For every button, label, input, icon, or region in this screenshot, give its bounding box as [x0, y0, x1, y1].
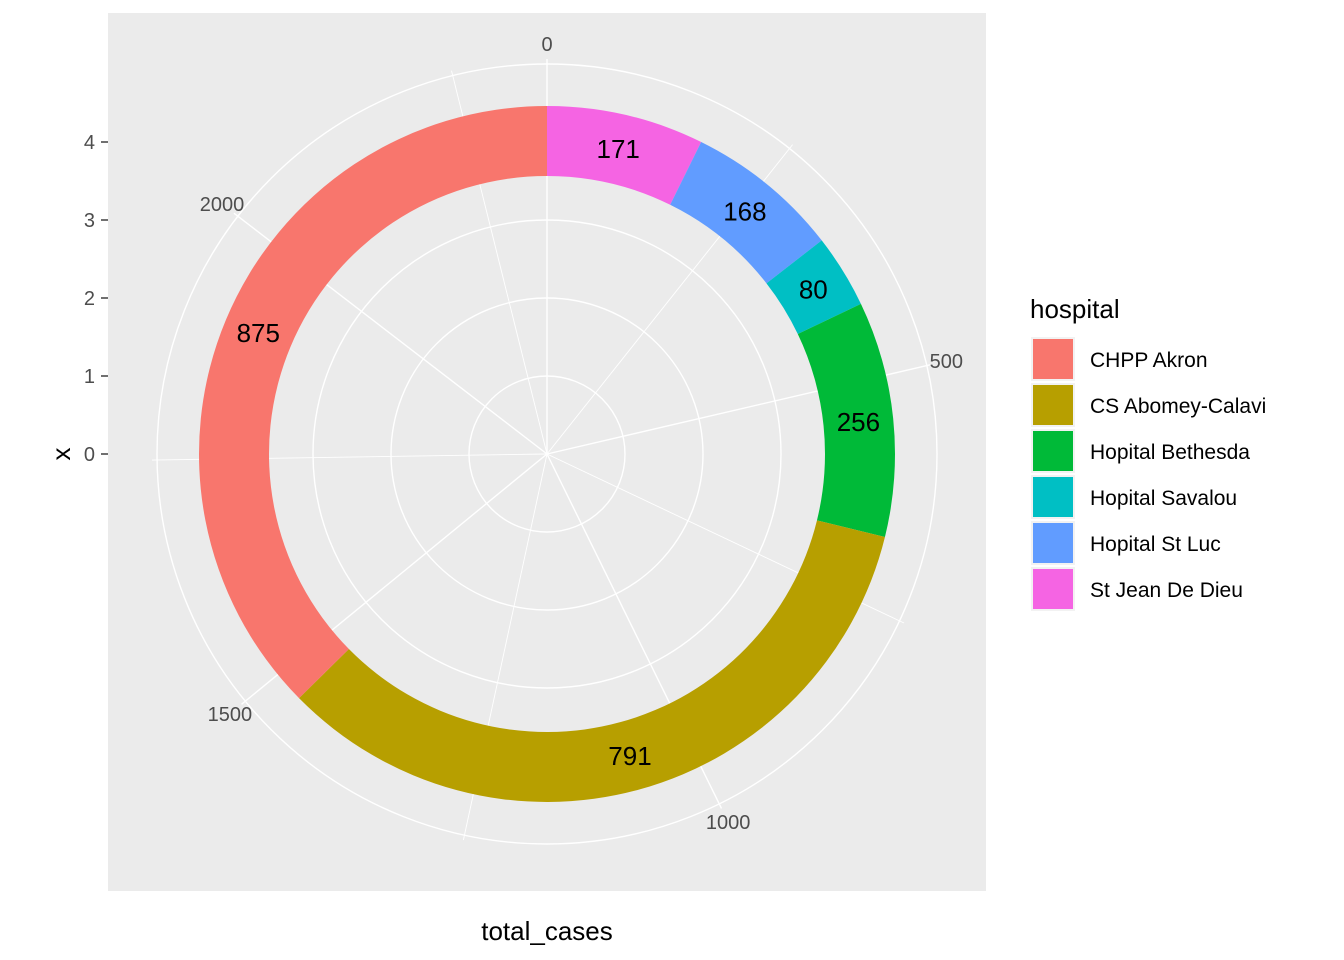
legend-key-swatch [1033, 385, 1073, 425]
slice-st-jean-de-dieu [547, 105, 702, 205]
y-axis: 0 1 2 3 4 [84, 132, 108, 466]
slice-chpp-akron [199, 105, 547, 699]
slice-hopital-bethesda [797, 303, 895, 538]
y-axis-title: x [46, 448, 76, 461]
legend-label: CHPP Akron [1090, 349, 1208, 372]
y-tick-label: 4 [84, 132, 95, 154]
legend-key-swatch [1033, 339, 1073, 379]
legend-key-swatch [1033, 523, 1073, 563]
slice-cs-abomey-calavi [299, 520, 885, 802]
legend-label: Hopital Savalou [1090, 487, 1237, 510]
data-label: 875 [237, 318, 280, 348]
x-axis-title: total_cases [481, 916, 613, 946]
theta-tick-label: 1000 [706, 812, 751, 834]
donut-slices [199, 105, 895, 802]
legend-label: CS Abomey-Calavi [1090, 395, 1266, 418]
y-tick-label: 1 [84, 366, 95, 388]
data-label: 171 [597, 134, 640, 164]
theta-tick-labels: 0 500 1000 1500 2000 [200, 34, 963, 834]
legend-label: St Jean De Dieu [1090, 579, 1243, 602]
legend-key-swatch [1033, 477, 1073, 517]
data-label: 256 [837, 407, 880, 437]
theta-tick-label: 500 [930, 351, 963, 373]
legend-label: Hopital St Luc [1090, 533, 1221, 556]
y-tick-label: 2 [84, 288, 95, 310]
legend-label: Hopital Bethesda [1090, 441, 1250, 464]
data-label: 80 [799, 274, 828, 304]
legend: hospital CHPP Akron CS Abomey-Calavi Hopit… [1030, 294, 1266, 611]
y-tick-label: 3 [84, 210, 95, 232]
theta-tick-label: 2000 [200, 194, 245, 216]
legend-title: hospital [1030, 294, 1120, 324]
slice-hopital-st-luc [670, 142, 822, 284]
slice-hopital-savalou [766, 240, 861, 335]
theta-tick-label: 0 [541, 34, 552, 56]
legend-key-swatch [1033, 431, 1073, 471]
data-label: 168 [723, 197, 766, 227]
theta-tick-label: 1500 [208, 704, 253, 726]
y-tick-label: 0 [84, 444, 95, 466]
data-labels: 171 168 80 256 791 875 [237, 134, 880, 771]
legend-items: CHPP Akron CS Abomey-Calavi Hopital Bethes… [1031, 337, 1266, 611]
legend-key-swatch [1033, 569, 1073, 609]
data-label: 791 [608, 741, 651, 771]
